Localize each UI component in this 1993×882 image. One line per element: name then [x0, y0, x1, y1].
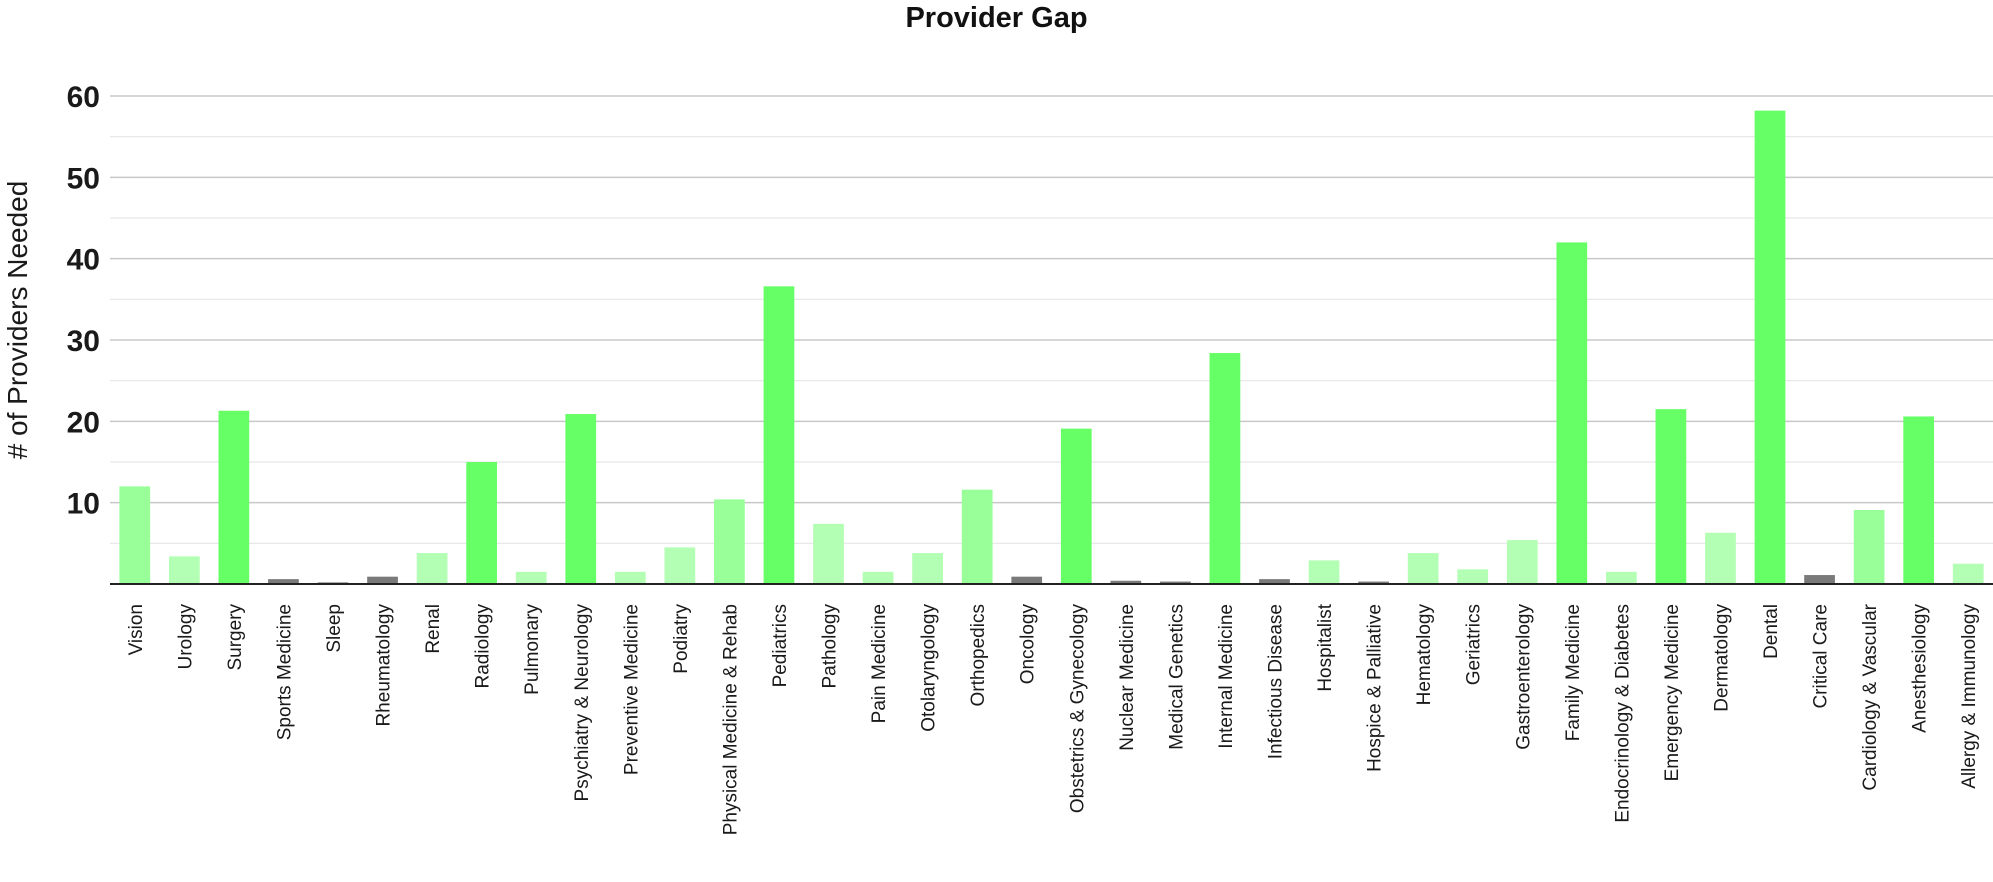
x-tick-label: Cardiology & Vascular — [1860, 603, 1881, 790]
bar-emergency-medicine — [1655, 409, 1687, 584]
x-tick-label: Pulmonary — [522, 604, 543, 695]
x-tick-label: Family Medicine — [1563, 604, 1584, 741]
y-tick-label: 10 — [67, 488, 100, 521]
bar-pain-medicine — [862, 571, 894, 584]
bar-geriatrics — [1457, 569, 1489, 584]
bars — [119, 110, 1984, 585]
x-axis-ticks: Vision Urology Surgery Sports Medicine Sleep… — [126, 603, 1980, 835]
x-tick-label: Dental — [1761, 604, 1782, 659]
x-tick-label: Urology — [175, 604, 196, 670]
bar-critical-care — [1804, 575, 1835, 584]
bar-psychiatry-neurology — [565, 414, 597, 584]
x-tick-label: Dermatology — [1711, 604, 1732, 712]
x-tick-label: Vision — [126, 604, 147, 655]
bar-internal-medicine — [1209, 353, 1241, 584]
bar-infectious-disease — [1259, 579, 1290, 584]
bar-hospice-palliative — [1358, 581, 1389, 584]
bar-pulmonary — [515, 571, 547, 584]
x-tick-label: Sleep — [324, 604, 345, 653]
bar-renal — [416, 553, 448, 584]
bar-pathology — [813, 523, 844, 584]
x-tick-label: Infectious Disease — [1265, 604, 1286, 759]
x-tick-label: Hospitalist — [1315, 603, 1336, 691]
y-axis-title: # of Providers Needed — [2, 181, 33, 460]
chart-title: Provider Gap — [905, 2, 1088, 34]
x-tick-label: Anesthesiology — [1910, 604, 1931, 733]
x-tick-label: Endocrinology & Diabetes — [1612, 604, 1633, 823]
x-tick-label: Internal Medicine — [1216, 604, 1237, 749]
bar-family-medicine — [1556, 242, 1588, 584]
bar-hospitalist — [1308, 560, 1340, 584]
x-tick-label: Renal — [423, 604, 444, 654]
x-tick-label: Medical Genetics — [1166, 604, 1187, 750]
x-tick-label: Oncology — [1018, 604, 1039, 685]
bar-gastroenterology — [1506, 540, 1538, 584]
y-tick-label: 50 — [67, 162, 100, 195]
x-tick-label: Hematology — [1414, 604, 1435, 706]
bar-dental — [1754, 110, 1786, 584]
y-tick-label: 30 — [67, 325, 100, 358]
bar-anesthesiology — [1903, 416, 1935, 584]
bar-endocrinology-diabetes — [1605, 571, 1637, 584]
bar-podiatry — [664, 547, 696, 584]
x-tick-label: Radiology — [473, 604, 494, 689]
x-tick-label: Sports Medicine — [274, 604, 295, 740]
y-tick-label: 40 — [67, 244, 100, 277]
bar-allergy-immunology — [1952, 563, 1984, 584]
x-tick-label: Rheumatology — [374, 604, 395, 727]
bar-physical-medicine-rehab — [714, 499, 745, 584]
x-tick-label: Nuclear Medicine — [1117, 604, 1138, 751]
bar-surgery — [218, 410, 250, 584]
x-tick-label: Allergy & Immunology — [1959, 604, 1980, 789]
y-tick-label: 20 — [67, 406, 100, 439]
x-tick-label: Surgery — [225, 604, 246, 671]
y-tick-label: 60 — [67, 81, 100, 114]
x-tick-label: Geriatrics — [1464, 604, 1485, 685]
x-tick-label: Obstetrics & Gynecology — [1067, 604, 1088, 814]
bar-preventive-medicine — [614, 571, 646, 584]
x-tick-label: Psychiatry & Neurology — [572, 604, 593, 802]
bar-medical-genetics — [1160, 581, 1191, 584]
x-tick-label: Critical Care — [1811, 604, 1832, 709]
bar-rheumatology — [367, 576, 398, 584]
x-tick-label: Physical Medicine & Rehab — [720, 604, 741, 835]
bar-urology — [168, 556, 200, 584]
bar-dermatology — [1705, 532, 1736, 584]
x-tick-label: Hospice & Palliative — [1365, 604, 1386, 772]
bar-vision — [119, 486, 151, 584]
bar-orthopedics — [961, 489, 993, 584]
bar-otolaryngology — [912, 553, 943, 584]
bar-radiology — [466, 462, 498, 584]
x-tick-label: Gastroenterology — [1513, 604, 1534, 750]
bar-cardiology-vascular — [1853, 509, 1885, 584]
x-tick-label: Pain Medicine — [869, 604, 890, 723]
x-tick-label: Pediatrics — [770, 604, 791, 687]
bar-hematology — [1407, 553, 1439, 584]
bar-obstetrics-gynecology — [1060, 428, 1092, 584]
bar-nuclear-medicine — [1110, 580, 1142, 584]
y-axis-ticks: 10 20 30 40 50 60 — [67, 81, 100, 521]
x-tick-label: Otolaryngology — [919, 604, 940, 732]
gridlines — [110, 95, 1993, 544]
bar-pediatrics — [763, 286, 795, 584]
x-tick-label: Orthopedics — [968, 604, 989, 706]
x-tick-label: Pathology — [820, 604, 841, 689]
bar-sports-medicine — [268, 579, 299, 584]
bar-oncology — [1011, 576, 1043, 584]
x-tick-label: Preventive Medicine — [621, 604, 642, 775]
x-tick-label: Podiatry — [671, 604, 692, 674]
x-tick-label: Emergency Medicine — [1662, 604, 1683, 781]
